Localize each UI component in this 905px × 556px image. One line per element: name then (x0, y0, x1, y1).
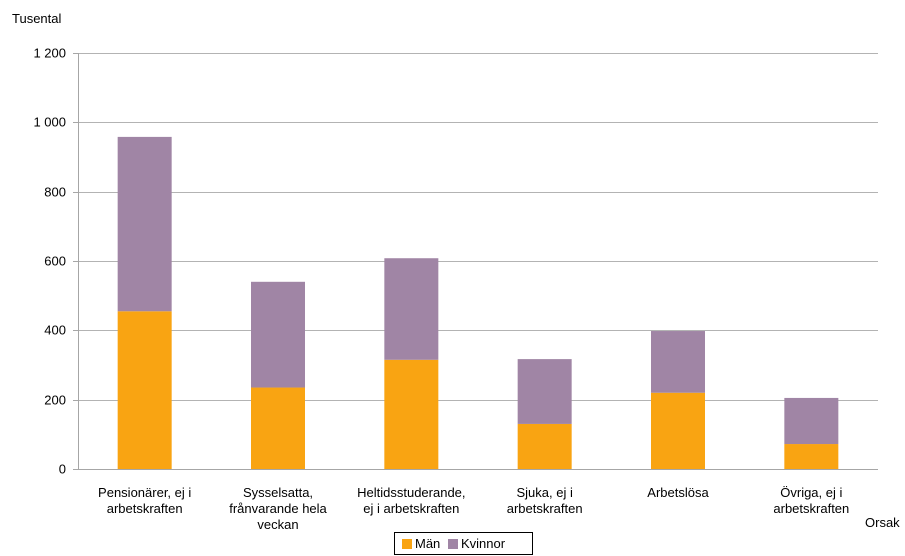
bar-m-n (517, 423, 572, 469)
gridlines (73, 53, 878, 470)
legend-label: Kvinnor (461, 536, 506, 551)
legend-swatch (448, 539, 458, 549)
y-tick-label: 200 (44, 393, 66, 408)
y-tick-label: 400 (44, 323, 66, 338)
category-label: Sjuka, ej i arbetskraften (507, 485, 583, 516)
bar-m-n (384, 359, 439, 469)
legend: Män Kvinnor (394, 532, 533, 555)
bar-kvinnor (784, 397, 839, 445)
y-axis-title: Tusental (12, 11, 61, 26)
bar-m-n (784, 444, 839, 469)
y-tick-label: 600 (44, 254, 66, 269)
legend-swatch (402, 539, 412, 549)
bar-kvinnor (517, 359, 572, 424)
category-label: Sysselsatta, frånvarande hela veckan (229, 485, 327, 532)
category-label: Heltidsstuderande, ej i arbetskraften (357, 485, 465, 516)
x-axis-title: Orsak (865, 515, 900, 530)
bars (117, 136, 839, 469)
y-tick-label: 0 (59, 462, 66, 477)
category-label: Pensionärer, ej i arbetskraften (98, 485, 191, 516)
x-axis-categories: Pensionärer, ej i arbetskraften Sysselsatt… (98, 485, 849, 532)
y-tick-label: 1 000 (33, 115, 66, 130)
category-label: Arbetslösa (647, 485, 709, 500)
bar-kvinnor (251, 281, 305, 388)
bar-kvinnor (384, 258, 439, 360)
bar-kvinnor (651, 331, 705, 393)
y-axis-ticks: 0 200 400 600 800 1 000 1 200 (33, 46, 66, 477)
legend-box (394, 532, 533, 555)
bar-kvinnor (117, 136, 172, 312)
y-tick-label: 800 (44, 185, 66, 200)
bar-m-n (251, 387, 305, 469)
category-label: Övriga, ej i arbetskraften (773, 485, 849, 516)
legend-label: Män (415, 536, 440, 551)
y-tick-label: 1 200 (33, 46, 66, 61)
bar-m-n (117, 311, 172, 469)
bar-m-n (651, 392, 705, 469)
